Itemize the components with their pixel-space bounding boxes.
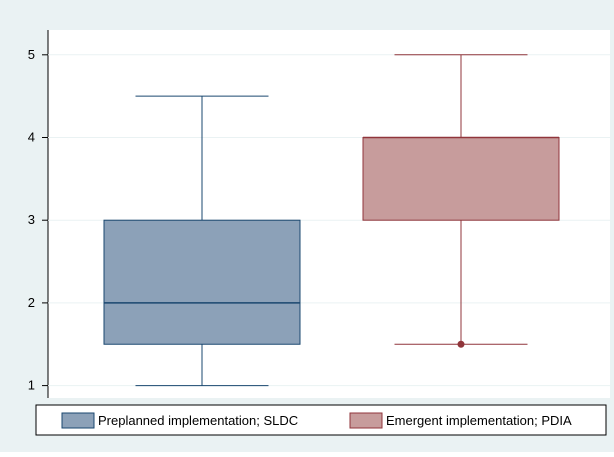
y-axis-ticks: 1 2 3 4 5 [28,47,48,393]
box-series [103,95,301,387]
legend-label-preplanned: Preplanned implementation; SLDC [98,413,298,428]
legend-swatch-emergent [349,412,383,429]
legend-frame [35,404,607,436]
y-tick-label: 1 [28,378,35,393]
y-tick-label: 4 [28,130,35,145]
y-tick-label: 2 [28,295,35,310]
outlier-point [457,340,465,348]
box-series [362,54,560,348]
legend-swatch-preplanned [61,412,95,429]
y-tick-label: 3 [28,212,35,227]
legend: Preplanned implementation; SLDC Emergent… [35,404,607,436]
y-tick-label: 5 [28,47,35,62]
box-iqr [103,219,301,345]
boxes [103,54,560,387]
box-iqr [362,137,560,221]
legend-label-emergent: Emergent implementation; PDIA [386,413,572,428]
